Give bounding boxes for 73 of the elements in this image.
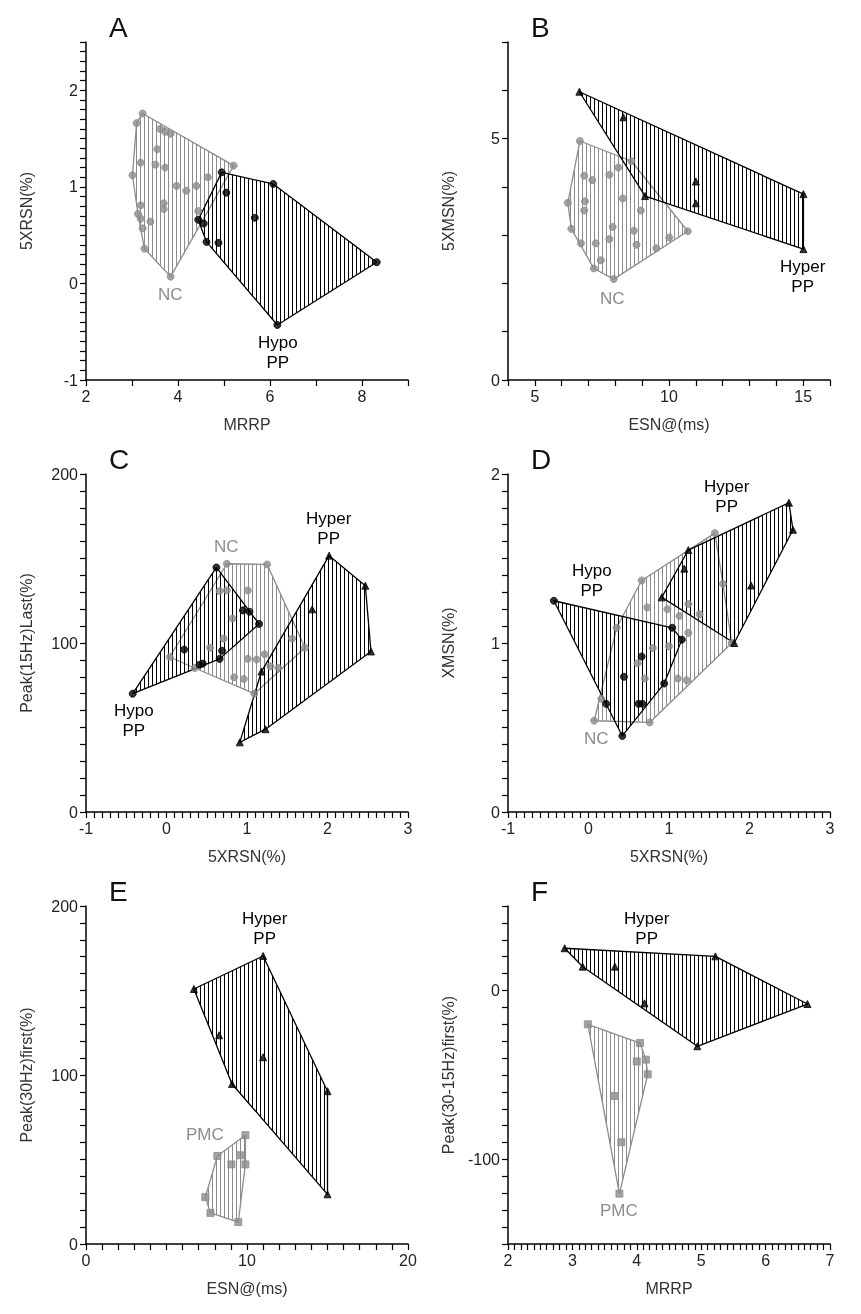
series-label: NC	[214, 536, 239, 556]
series-label: Hypo PP	[114, 700, 154, 740]
x-axis-title: MRRP	[223, 415, 271, 433]
y-tick-label: 2	[69, 81, 79, 99]
y-tick-label: 0	[69, 1235, 79, 1253]
y-tick-label: 0	[69, 803, 79, 821]
text: Hyper PP	[703, 476, 750, 516]
x-tick-label: 5	[530, 387, 540, 405]
x-tick-label: 4	[632, 1251, 642, 1269]
x-tick-label: 6	[761, 1251, 771, 1269]
y-axis-title: Peak(15Hz)Last(%)	[17, 573, 35, 713]
y-tick-label: 0	[491, 371, 501, 389]
y-axis-title: XMSN(%)	[439, 607, 457, 679]
y-tick-label: 0	[491, 803, 501, 821]
chart-title: E	[109, 875, 128, 907]
y-tick-label: 5	[491, 130, 501, 148]
series-label: Hyper PP	[779, 256, 826, 296]
x-tick-label: 5	[696, 1251, 706, 1269]
y-tick-label: 2	[491, 465, 501, 483]
y-tick-label: 200	[51, 897, 79, 915]
x-tick-label: 3	[567, 1251, 577, 1269]
y-axis-title: Peak(30Hz)first(%)	[17, 1007, 35, 1143]
x-tick-label: 1	[664, 819, 674, 837]
chart-title: A	[109, 11, 128, 43]
chart-title: C	[109, 443, 130, 475]
y-axis-title: 5XMSN(%)	[439, 170, 457, 252]
x-tick-label: 2	[81, 387, 91, 405]
y-tick-label: 100	[51, 634, 79, 652]
x-tick-label: 6	[265, 387, 275, 405]
x-axis-title: 5XRSN(%)	[629, 847, 709, 865]
series-label: Hyper PP	[305, 508, 352, 548]
y-axis-title: 5XRSN(%)	[17, 171, 35, 251]
series-label: NC	[584, 728, 609, 748]
series-label: PMC	[186, 1124, 224, 1144]
x-tick-label: 10	[238, 1251, 256, 1269]
x-tick-label: 1	[242, 819, 252, 837]
series-label: Hypo PP	[258, 332, 298, 372]
series-label: Hyper PP	[241, 908, 288, 948]
x-tick-label: 20	[399, 1251, 417, 1269]
x-tick-label: 2	[745, 819, 755, 837]
y-tick-label: -1	[63, 371, 79, 389]
x-axis-title: 5XRSN(%)	[207, 847, 287, 865]
series-label: NC	[600, 288, 625, 308]
x-tick-label: 0	[81, 1251, 91, 1269]
chart-title: D	[531, 443, 552, 475]
chart-title: B	[531, 11, 550, 43]
y-tick-label: 100	[51, 1066, 79, 1084]
y-tick-label: 0	[491, 982, 501, 999]
chart-title: F	[531, 875, 549, 907]
x-tick-label: 0	[584, 819, 594, 837]
y-tick-label: 200	[51, 465, 79, 483]
series-label: Hypo PP	[572, 560, 612, 600]
x-tick-label: 8	[357, 387, 367, 405]
x-tick-label: 15	[794, 387, 813, 405]
y-axis-title: Peak(30-15Hz)first(%)	[439, 995, 457, 1155]
series-label: Hyper PP	[623, 908, 670, 948]
x-tick-label: 3	[825, 819, 835, 837]
x-axis-title: MRRP	[645, 1279, 693, 1297]
y-tick-label: -100	[467, 1151, 501, 1168]
x-tick-label: 3	[403, 819, 413, 837]
x-tick-label: 0	[162, 819, 172, 837]
y-tick-label: 0	[69, 274, 79, 292]
x-axis-title: ESN@(ms)	[628, 415, 710, 433]
y-tick-label: 1	[69, 178, 79, 196]
x-tick-label: 7	[825, 1251, 835, 1269]
x-tick-label: 2	[323, 819, 333, 837]
series-label: NC	[158, 284, 183, 304]
y-tick-label: 1	[491, 634, 501, 652]
x-axis-title: ESN@(ms)	[206, 1279, 288, 1297]
x-tick-label: 10	[660, 387, 678, 405]
x-tick-label: 4	[173, 387, 183, 405]
series-label: PMC	[600, 1200, 638, 1220]
x-tick-label: 2	[503, 1251, 513, 1269]
